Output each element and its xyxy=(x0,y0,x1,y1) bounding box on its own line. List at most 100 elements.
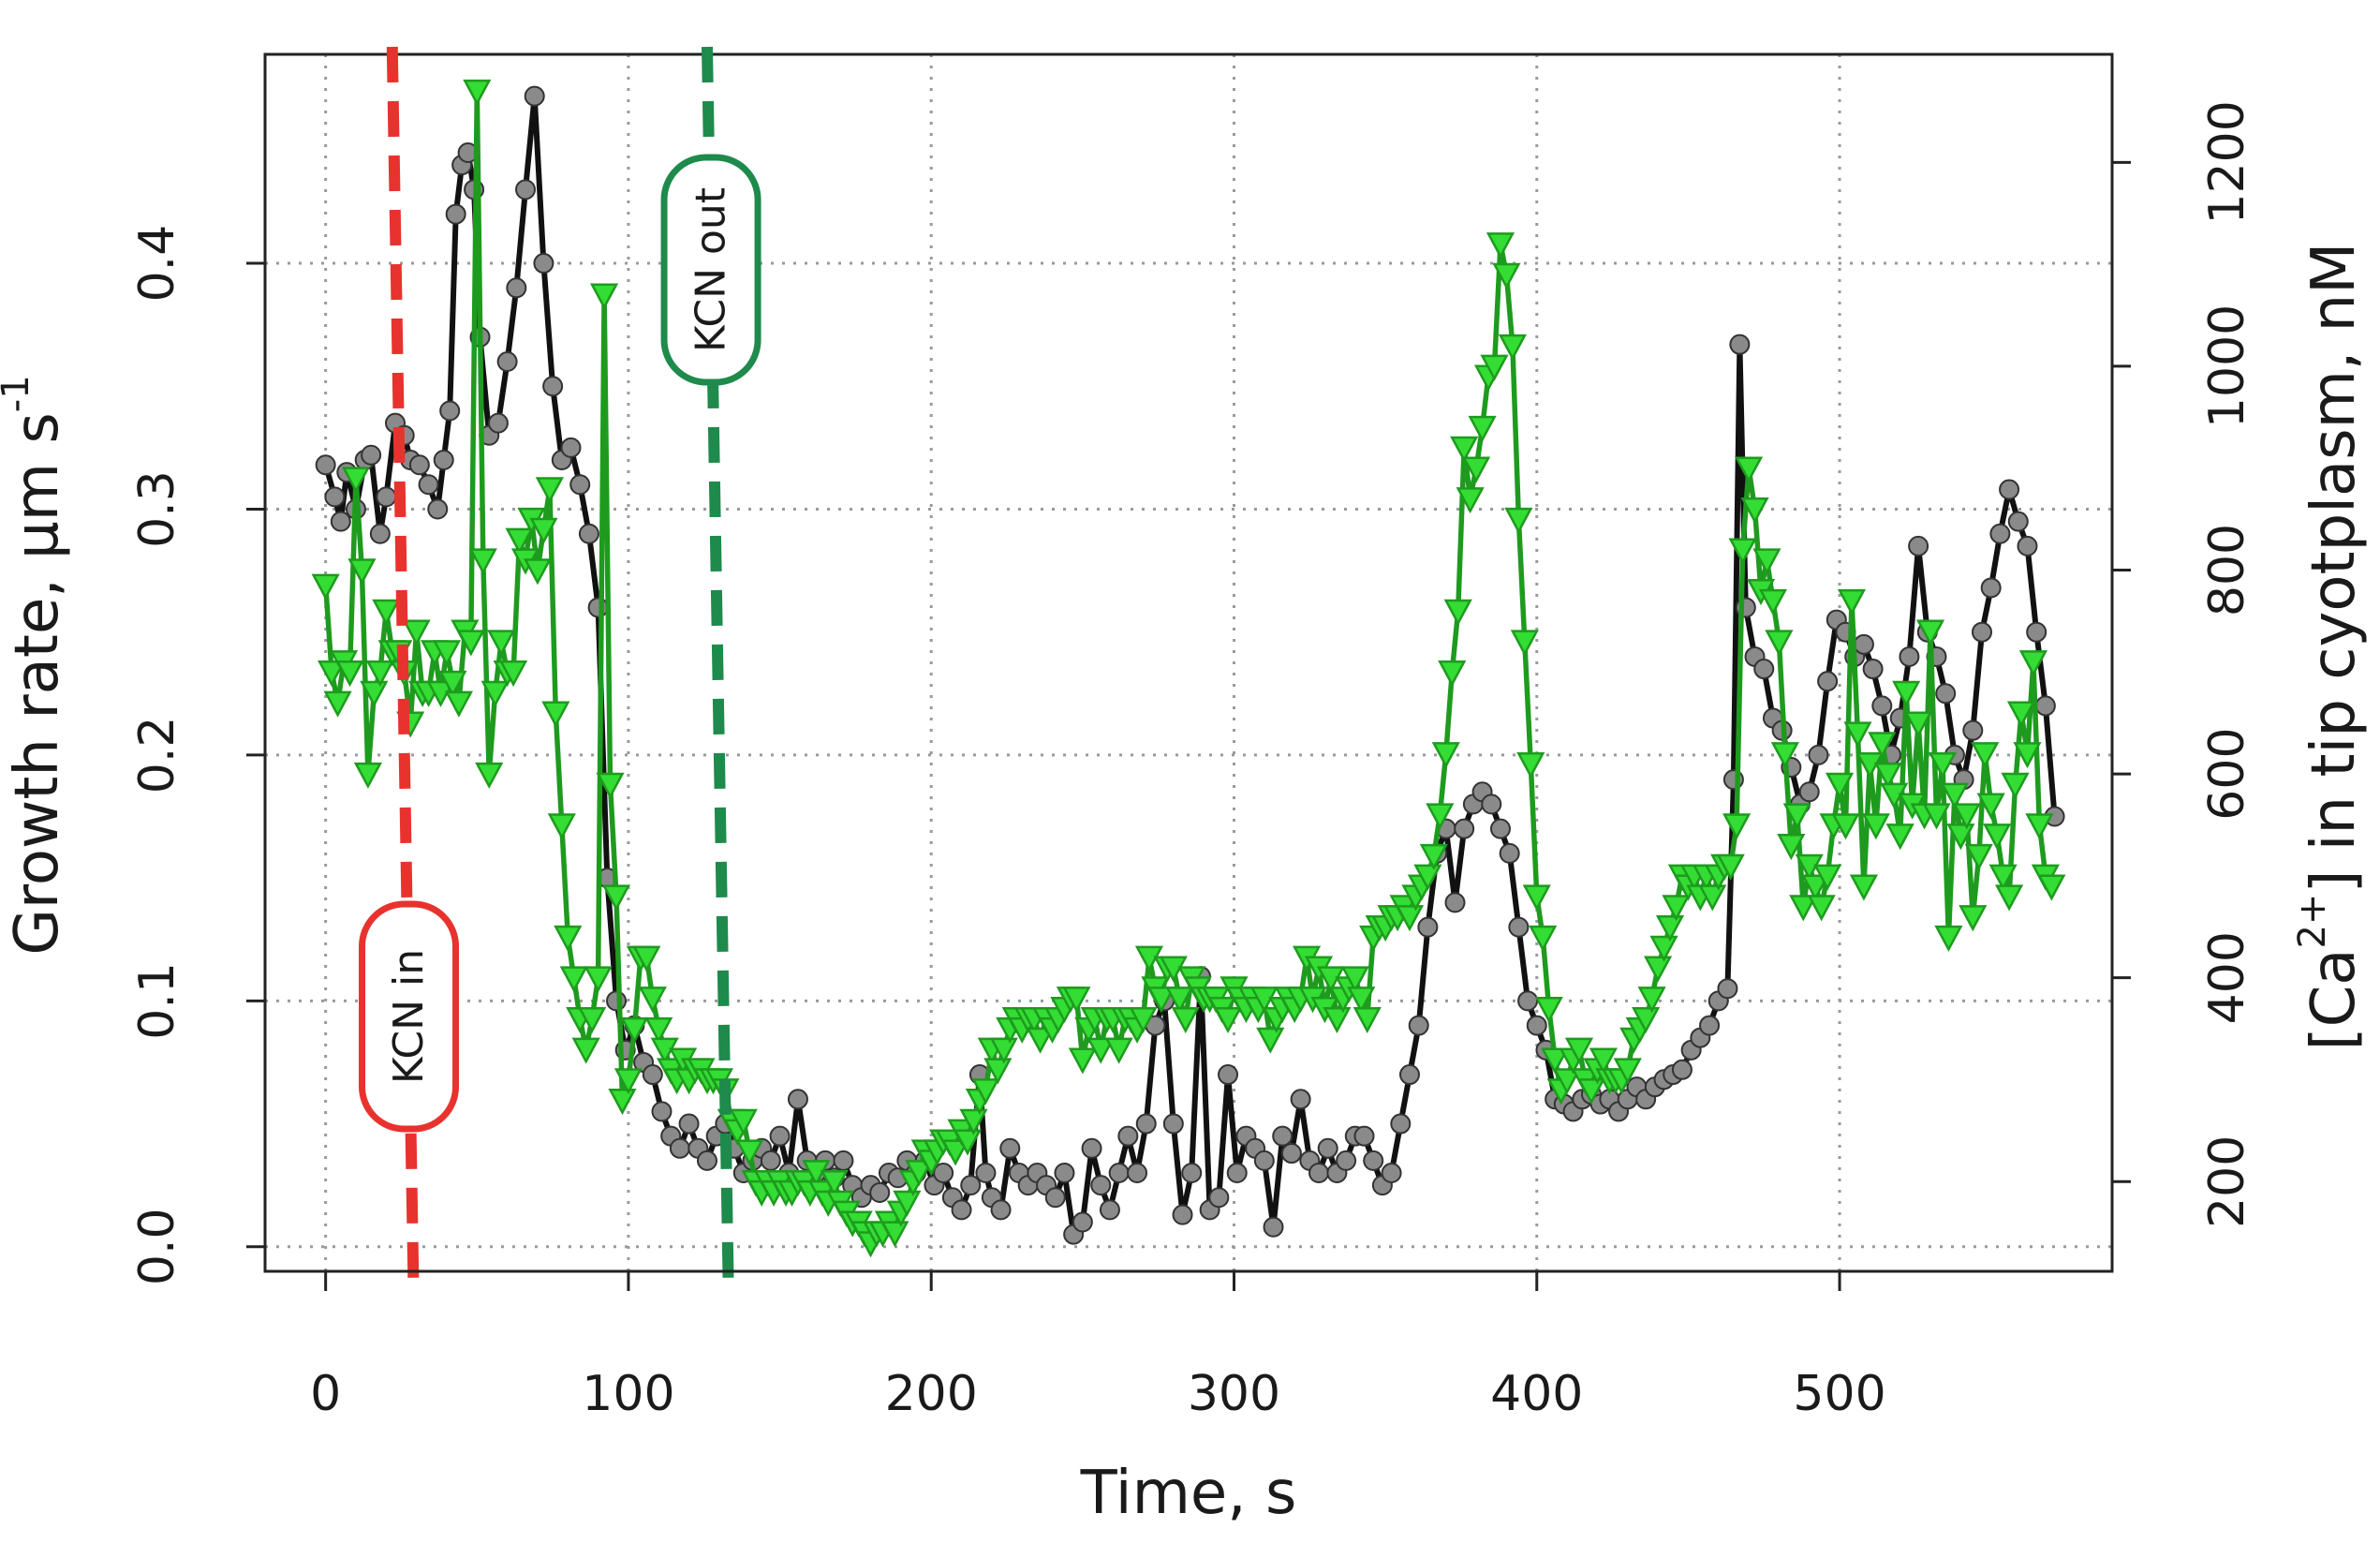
data-point-circle xyxy=(542,376,564,397)
data-point-triangle xyxy=(1443,599,1472,626)
data-point-circle xyxy=(1417,916,1439,938)
y-left-axis-title: Growth rate, µm s-1 xyxy=(0,375,72,955)
data-point-triangle xyxy=(2018,650,2048,677)
data-point-triangle xyxy=(547,813,576,840)
data-point-triangle xyxy=(1068,1047,1097,1075)
data-point-circle xyxy=(496,351,518,373)
data-point-triangle xyxy=(735,1139,764,1166)
data-point-triangle xyxy=(1413,864,1442,891)
data-point-triangle xyxy=(1522,884,1551,912)
data-point-triangle xyxy=(1971,742,2000,769)
data-point-triangle xyxy=(1843,721,1872,749)
data-point-triangle xyxy=(1541,1047,1570,1075)
data-point-circle xyxy=(769,1125,791,1147)
data-point-triangle xyxy=(365,660,394,688)
data-point-circle xyxy=(1099,1199,1120,1221)
data-point-circle xyxy=(678,1113,700,1135)
data-point-circle xyxy=(1517,990,1539,1012)
data-point-triangle xyxy=(1782,803,1811,830)
data-point-triangle xyxy=(1576,1078,1606,1105)
data-point-circle xyxy=(1162,1113,1184,1135)
data-point-triangle xyxy=(1323,1006,1352,1034)
data-point-triangle xyxy=(1104,1037,1133,1064)
data-point-triangle xyxy=(1976,793,2005,820)
data-point-circle xyxy=(1808,744,1829,765)
data-point-triangle xyxy=(1922,803,1951,830)
data-point-triangle xyxy=(1347,987,1376,1014)
data-point-triangle xyxy=(1885,823,1914,851)
data-point-triangle xyxy=(1740,497,1769,525)
data-point-triangle xyxy=(1825,772,1855,799)
data-point-triangle xyxy=(601,884,631,912)
data-point-circle xyxy=(1398,1064,1420,1086)
series-line-left xyxy=(322,93,2058,1238)
data-point-triangle xyxy=(559,966,588,993)
x-tick-label: 100 xyxy=(582,1366,674,1422)
data-point-triangle xyxy=(584,966,613,993)
data-point-triangle xyxy=(1456,487,1485,514)
data-point-triangle xyxy=(505,527,534,555)
data-point-triangle xyxy=(1994,884,2024,912)
data-point-circle xyxy=(1054,1163,1075,1184)
data-point-triangle xyxy=(1952,803,1981,830)
annotation-kcn-in: KCN in xyxy=(359,46,460,1284)
data-point-triangle xyxy=(2013,742,2042,769)
data-point-triangle xyxy=(1553,1068,1582,1095)
data-point-circle xyxy=(1408,1015,1429,1036)
y-right-tick-label: 800 xyxy=(2199,524,2255,616)
data-point-circle xyxy=(1353,1125,1375,1147)
data-point-triangle xyxy=(632,945,661,972)
annotation-layer: KCN in KCN out xyxy=(359,46,761,1284)
data-point-triangle xyxy=(1486,232,1515,260)
data-point-circle xyxy=(506,277,527,299)
data-point-triangle xyxy=(1777,833,1806,861)
data-point-triangle xyxy=(360,680,389,707)
data-point-triangle xyxy=(463,79,492,107)
data-point-circle xyxy=(787,1089,808,1110)
data-point-circle xyxy=(533,253,554,274)
y-right-tick-label: 200 xyxy=(2199,1135,2255,1228)
data-point-circle xyxy=(361,444,382,466)
data-point-triangle xyxy=(1510,630,1539,657)
data-point-triangle xyxy=(1165,987,1194,1014)
data-point-circle xyxy=(1980,577,2002,599)
data-point-circle xyxy=(2026,621,2047,643)
y-right-tick-label: 400 xyxy=(2199,931,2255,1024)
data-point-circle xyxy=(439,400,461,422)
series-line-right xyxy=(322,88,2054,1246)
data-point-circle xyxy=(951,1199,972,1221)
x-tick-label: 200 xyxy=(885,1366,978,1422)
data-point-circle xyxy=(1208,1187,1230,1209)
series-right xyxy=(311,79,2066,1258)
data-point-triangle xyxy=(1146,987,1175,1014)
data-point-triangle xyxy=(1613,1058,1642,1085)
data-point-triangle xyxy=(475,762,504,789)
data-point-triangle xyxy=(1213,1006,1243,1034)
data-point-circle xyxy=(760,1150,781,1171)
data-point-circle xyxy=(578,523,599,544)
data-point-triangle xyxy=(1831,813,1860,840)
data-point-circle xyxy=(990,1199,1012,1221)
data-point-circle xyxy=(408,454,430,476)
data-point-triangle xyxy=(1589,1047,1618,1075)
data-point-triangle xyxy=(1662,895,1691,922)
data-point-triangle xyxy=(1716,853,1745,881)
data-point-circle xyxy=(445,203,466,225)
data-point-triangle xyxy=(480,680,510,707)
data-point-triangle xyxy=(983,1058,1013,1085)
data-point-circle xyxy=(1999,479,2020,500)
data-point-circle xyxy=(569,474,591,496)
data-point-triangle xyxy=(613,1068,643,1095)
data-point-triangle xyxy=(1807,895,1836,922)
data-point-triangle xyxy=(1431,742,1460,769)
y-left-tick-label: 0.1 xyxy=(129,962,185,1040)
data-point-circle xyxy=(1454,818,1475,839)
data-point-triangle xyxy=(335,660,364,688)
data-point-triangle xyxy=(1722,813,1752,840)
data-point-circle xyxy=(418,474,439,496)
data-point-triangle xyxy=(1765,630,1794,657)
data-point-circle xyxy=(1272,1125,1293,1147)
data-point-triangle xyxy=(468,548,497,575)
data-point-triangle xyxy=(1087,1037,1116,1064)
